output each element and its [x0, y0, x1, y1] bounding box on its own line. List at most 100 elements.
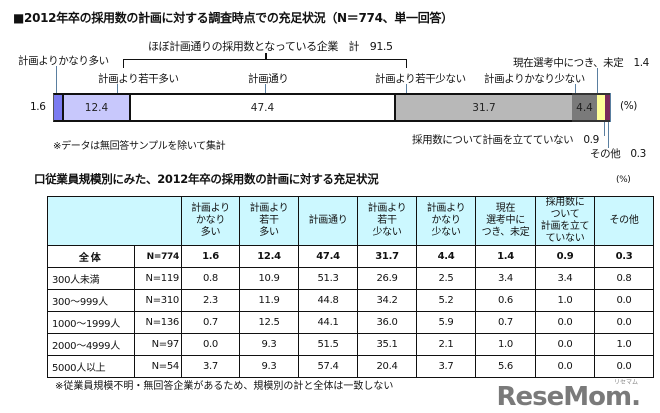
row-label: 全体 [47, 245, 135, 268]
header-col: その他 [594, 196, 654, 246]
table-row: 300人未満 N=119 0.8 10.9 51.3 26.9 2.5 3.4 … [47, 267, 654, 290]
resemom-logo: ReseMom. [496, 382, 641, 412]
row-label: 2000～4999人 [47, 333, 135, 356]
cell: 0.0 [181, 333, 240, 356]
segment-no-plan [605, 93, 610, 122]
cell: 0.6 [475, 289, 536, 312]
table-row: 300～999人 N=310 2.3 11.9 44.8 34.2 5.2 0.… [47, 289, 654, 312]
table-unit: (%) [616, 175, 631, 185]
leader-line [56, 66, 57, 93]
cell: 31.7 [357, 245, 417, 268]
header-col: 計画より 若干 少ない [357, 196, 417, 246]
leader-line [117, 84, 118, 93]
cell: 3.7 [181, 355, 240, 378]
header-col: 計画より かなり 多い [181, 196, 240, 246]
cell: 5.6 [475, 355, 536, 378]
cell: 0.0 [535, 355, 595, 378]
segment-much-more [53, 93, 62, 122]
label-as-planned: 計画通り [248, 73, 289, 85]
cell: 10.9 [239, 267, 299, 290]
row-n: N=97 [133, 333, 183, 356]
cell: 0.9 [535, 245, 595, 268]
row-label: 300～999人 [47, 289, 135, 312]
cell: 51.3 [298, 267, 358, 290]
row-n: N=310 [133, 289, 183, 312]
cell: 2.3 [181, 289, 240, 312]
leader-line [604, 122, 605, 136]
cell: 0.7 [181, 311, 240, 334]
header-col: 現在 選考中に つき、未定 [475, 196, 536, 246]
table-row: 全体 N=774 1.6 12.4 47.4 31.7 4.4 1.4 0.9 … [47, 245, 654, 268]
cell: 26.9 [357, 267, 417, 290]
value-much-more: 1.6 [30, 101, 46, 113]
cell: 1.0 [594, 333, 654, 356]
cell: 9.3 [239, 333, 299, 356]
segment-much-less: 4.4 [572, 93, 597, 122]
leader-line [406, 84, 407, 93]
table-footnote: ※従業員規模不明・無回答企業があるため、規模別の計と全体は一致しない [55, 381, 394, 392]
segment-undecided [597, 93, 605, 122]
chart-title: ■2012年卒の採用数の計画に対する調査時点での充足状況（N＝774、単一回答） [13, 11, 453, 25]
segment-as-planned: 47.4 [131, 93, 396, 122]
segment-slightly-less: 31.7 [396, 93, 572, 122]
cell: 36.0 [357, 311, 417, 334]
header-col: 採用数に ついて 計画を立て ていない [535, 196, 595, 246]
cell: 0.3 [594, 245, 654, 268]
cell: 47.4 [298, 245, 358, 268]
cell: 34.2 [357, 289, 417, 312]
cell: 1.0 [535, 289, 595, 312]
bracket-tick [265, 53, 267, 59]
table-header-row: 計画より かなり 多い 計画より 若干 多い 計画通り 計画より 若干 少ない 計画より かな… [47, 196, 654, 246]
cell: 0.8 [594, 267, 654, 290]
cell: 51.5 [298, 333, 358, 356]
cell: 35.1 [357, 333, 417, 356]
table-row: 5000人以上 N=54 3.7 9.3 57.4 20.4 3.7 5.6 0… [47, 355, 654, 378]
cell: 2.5 [416, 267, 476, 290]
row-label: 300人未満 [47, 267, 135, 290]
leader-line [575, 84, 576, 93]
row-n: N=54 [133, 355, 183, 378]
cell: 9.3 [239, 355, 299, 378]
label-much-less: 計画よりかなり少ない [484, 73, 585, 85]
stacked-bar: 12.4 47.4 31.7 4.4 [53, 93, 611, 122]
cell: 3.4 [535, 267, 595, 290]
header-col: 計画より 若干 多い [239, 196, 299, 246]
label-other: その他 0.3 [590, 148, 646, 160]
cell: 0.0 [594, 311, 654, 334]
data-note: ※データは無回答サンプルを除いて集計 [53, 141, 226, 152]
cell: 11.9 [239, 289, 299, 312]
cell: 5.9 [416, 311, 476, 334]
cell: 0.0 [594, 355, 654, 378]
row-n: N=136 [133, 311, 183, 334]
cell: 0.7 [475, 311, 536, 334]
label-undecided: 現在選考中につき、未定 1.4 [513, 57, 649, 69]
header-blank [47, 196, 182, 246]
bracket-line [123, 59, 407, 68]
bracket-label: ほぼ計画通りの採用数となっている企業 計 91.5 [148, 40, 393, 53]
cell: 0.0 [535, 311, 595, 334]
segment-other [610, 93, 611, 122]
cell: 12.4 [239, 245, 299, 268]
row-n: N=774 [133, 245, 183, 268]
table-title: 口従業員規模別にみた、2012年卒の採用数の計画に対する充足状況 [34, 172, 379, 186]
cell: 3.7 [416, 355, 476, 378]
row-label: 5000人以上 [47, 355, 135, 378]
label-much-more: 計画よりかなり多い [18, 55, 109, 67]
leader-line [265, 84, 266, 93]
cell: 4.4 [416, 245, 476, 268]
label-slightly-less: 計画より若干少ない [375, 73, 466, 85]
label-slightly-more: 計画より若干多い [98, 73, 179, 85]
row-n: N=119 [133, 267, 183, 290]
leader-line [597, 68, 598, 93]
cell: 44.1 [298, 311, 358, 334]
size-breakdown-table: 計画より かなり 多い 計画より 若干 多い 計画通り 計画より 若干 少ない 計画より かな… [47, 196, 654, 378]
cell: 0.8 [181, 267, 240, 290]
cell: 0.0 [535, 333, 595, 356]
segment-slightly-more: 12.4 [62, 93, 131, 122]
header-col: 計画より かなり 少ない [416, 196, 476, 246]
cell: 0.0 [594, 289, 654, 312]
cell: 5.2 [416, 289, 476, 312]
cell: 3.4 [475, 267, 536, 290]
cell: 44.8 [298, 289, 358, 312]
cell: 1.6 [181, 245, 240, 268]
